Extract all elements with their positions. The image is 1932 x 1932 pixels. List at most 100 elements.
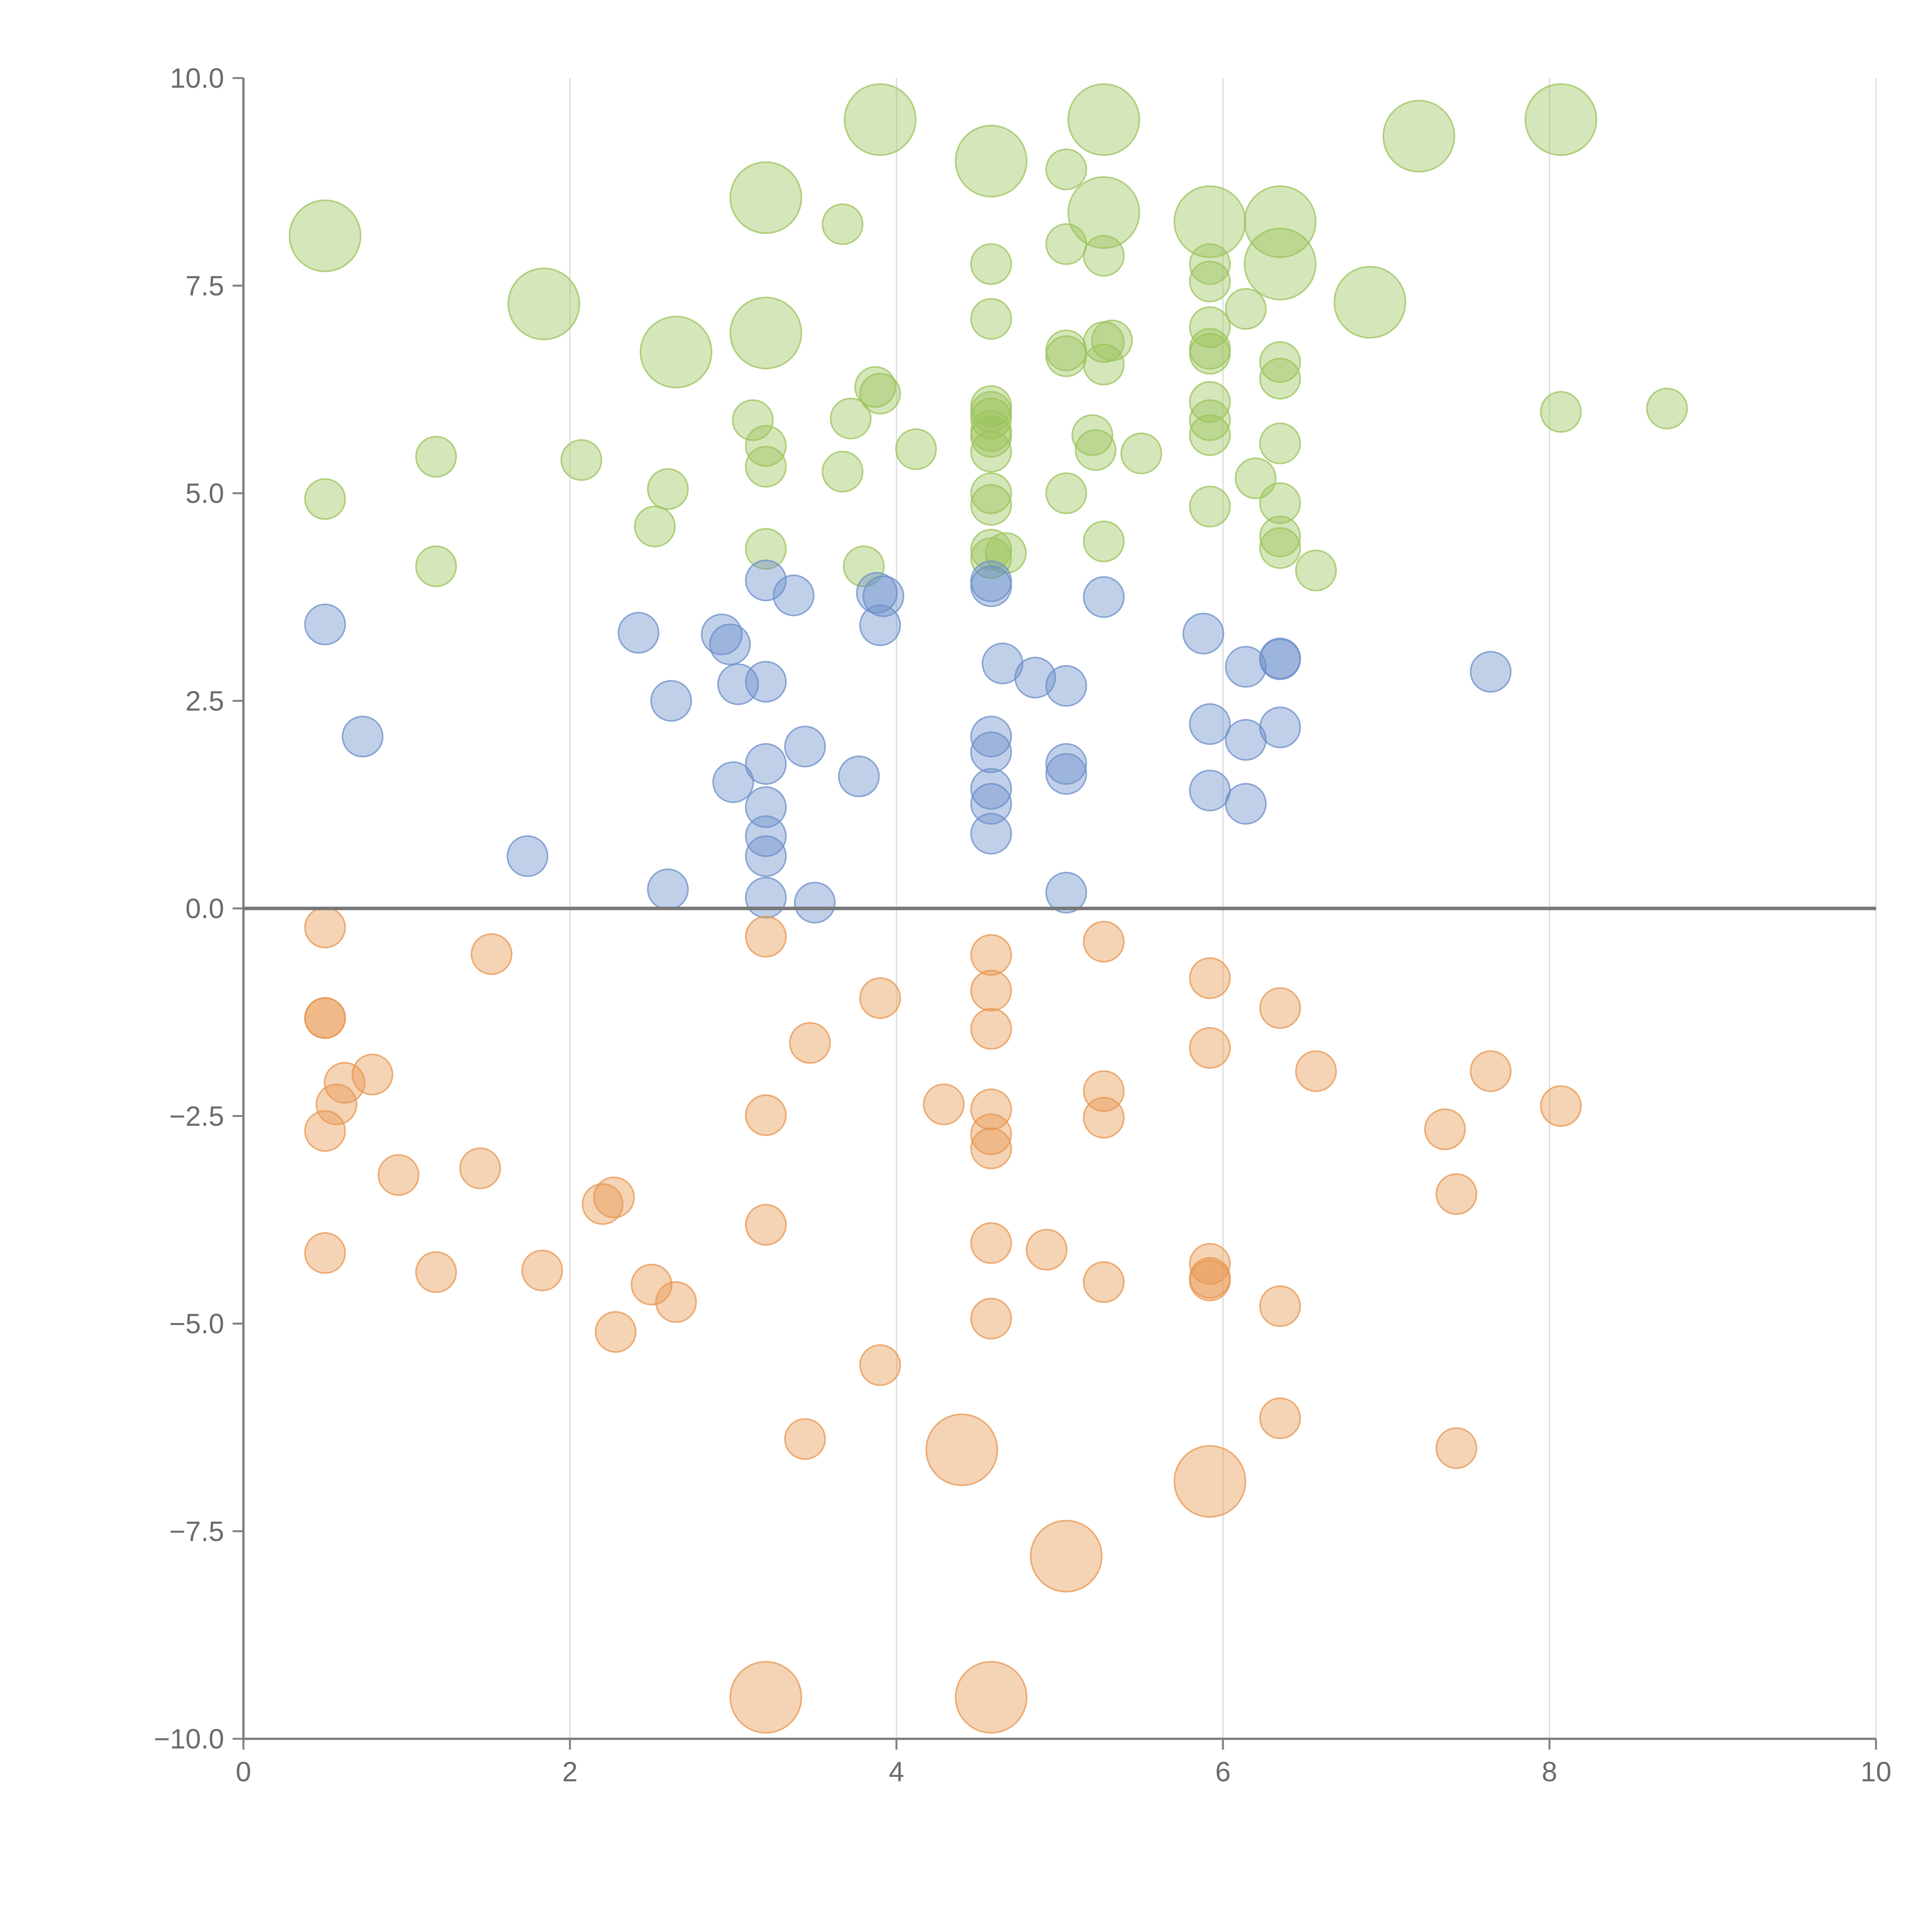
bubble-blue <box>1225 646 1267 688</box>
bubble-green <box>1189 399 1231 441</box>
bubble-green <box>1045 329 1087 371</box>
bubble-blue <box>745 786 787 828</box>
bubble-green <box>1173 185 1247 258</box>
bubble-green <box>745 528 787 570</box>
x-tick-label: 8 <box>1542 1757 1557 1787</box>
bubble-orange <box>378 1154 420 1196</box>
bubble-orange <box>304 1232 346 1274</box>
y-tick-label: 5.0 <box>185 478 224 509</box>
y-tick-label: −7.5 <box>169 1516 224 1547</box>
bubble-green <box>970 243 1012 285</box>
bubble-orange <box>970 1113 1012 1155</box>
bubble-blue <box>970 783 1012 825</box>
bubble-orange <box>1259 1397 1301 1439</box>
bubble-blue <box>772 574 815 616</box>
bubble-orange <box>304 997 346 1039</box>
bubble-green <box>1646 388 1688 430</box>
bubble-green <box>1083 235 1125 277</box>
bubble-orange <box>315 1083 357 1126</box>
bubble-blue <box>745 835 787 877</box>
bubble-blue <box>650 680 692 722</box>
y-tick-label: −10.0 <box>154 1724 224 1755</box>
bubble-orange <box>631 1264 673 1306</box>
bubble-green <box>970 472 1012 514</box>
bubble-orange <box>745 916 787 958</box>
bubble-blue <box>981 643 1024 685</box>
bubble-green <box>1189 306 1231 348</box>
bubble-orange <box>521 1249 563 1291</box>
bubble-blue <box>342 716 384 758</box>
bubble-orange <box>1173 1445 1247 1518</box>
bubble-blue <box>970 731 1012 773</box>
bubble-green <box>1071 414 1113 456</box>
bubble-orange <box>970 1128 1012 1170</box>
bubble-green <box>830 398 872 440</box>
bubble-green <box>970 484 1012 526</box>
bubble-orange <box>970 1222 1012 1264</box>
bubble-orange <box>970 969 1012 1012</box>
bubble-green <box>1524 83 1597 156</box>
bubble-green <box>821 451 864 493</box>
bubble-green <box>1295 549 1337 592</box>
bubble-green <box>289 199 362 272</box>
bubble-orange <box>593 1176 635 1218</box>
series-orange <box>304 906 1582 1734</box>
bubble-green <box>1189 243 1231 285</box>
bubble-blue <box>1189 703 1231 745</box>
bubble-orange <box>1083 1097 1125 1139</box>
bubble-green <box>730 296 802 369</box>
bubble-orange <box>1435 1427 1478 1469</box>
bubble-orange <box>471 933 513 975</box>
bubble-blue <box>1189 769 1231 811</box>
bubble-blue <box>304 604 346 646</box>
bubble-blue <box>745 877 787 919</box>
bubble-green <box>1189 333 1231 375</box>
bubble-green <box>1259 357 1301 400</box>
bubble-green <box>955 124 1028 197</box>
x-tick-label: 10 <box>1861 1757 1891 1787</box>
bubble-green <box>1189 414 1231 456</box>
bubble-green <box>1333 266 1406 339</box>
bubble-blue <box>709 623 751 665</box>
bubble-green <box>1120 432 1162 474</box>
bubble-green <box>970 529 1012 571</box>
bubble-green <box>1045 148 1087 190</box>
x-tick-label: 4 <box>889 1757 904 1787</box>
bubble-green <box>1259 341 1301 383</box>
bubble-green <box>639 316 713 389</box>
bubble-green <box>507 267 580 340</box>
bubble-blue <box>970 768 1012 810</box>
bubble-orange <box>582 1183 624 1225</box>
series-blue <box>304 560 1512 923</box>
bubble-orange <box>955 1661 1028 1734</box>
bubble-orange <box>925 1413 998 1486</box>
bubble-blue <box>717 663 759 705</box>
bubble-orange <box>351 1053 393 1095</box>
bubble-layer <box>289 83 1688 1734</box>
y-tick-label: −5.0 <box>169 1309 224 1340</box>
bubble-green <box>745 446 787 488</box>
bubble-green <box>1045 335 1087 377</box>
bubble-green <box>1067 176 1140 249</box>
bubble-green <box>1045 472 1087 514</box>
bubble-orange <box>323 1062 366 1104</box>
bubble-green <box>1045 223 1087 265</box>
bubble-orange <box>595 1311 637 1353</box>
bubble-green <box>1083 344 1125 386</box>
y-tick-label: 2.5 <box>185 686 224 717</box>
bubble-green <box>1540 391 1582 433</box>
bubble-orange <box>1469 1050 1512 1092</box>
bubble-blue <box>970 813 1012 855</box>
bubble-orange <box>784 1418 826 1460</box>
bubble-green <box>1189 260 1231 303</box>
bubble-green <box>970 398 1012 440</box>
bubble-blue <box>1045 753 1087 795</box>
bubble-blue <box>970 716 1012 758</box>
x-axis-ticks: 0 2 4 6 8 10 <box>236 1739 1891 1787</box>
bubble-blue <box>507 835 549 877</box>
bubble-green <box>1259 422 1301 464</box>
bubble-green <box>1067 83 1140 156</box>
bubble-blue <box>1469 651 1512 693</box>
bubble-blue <box>1083 576 1125 618</box>
